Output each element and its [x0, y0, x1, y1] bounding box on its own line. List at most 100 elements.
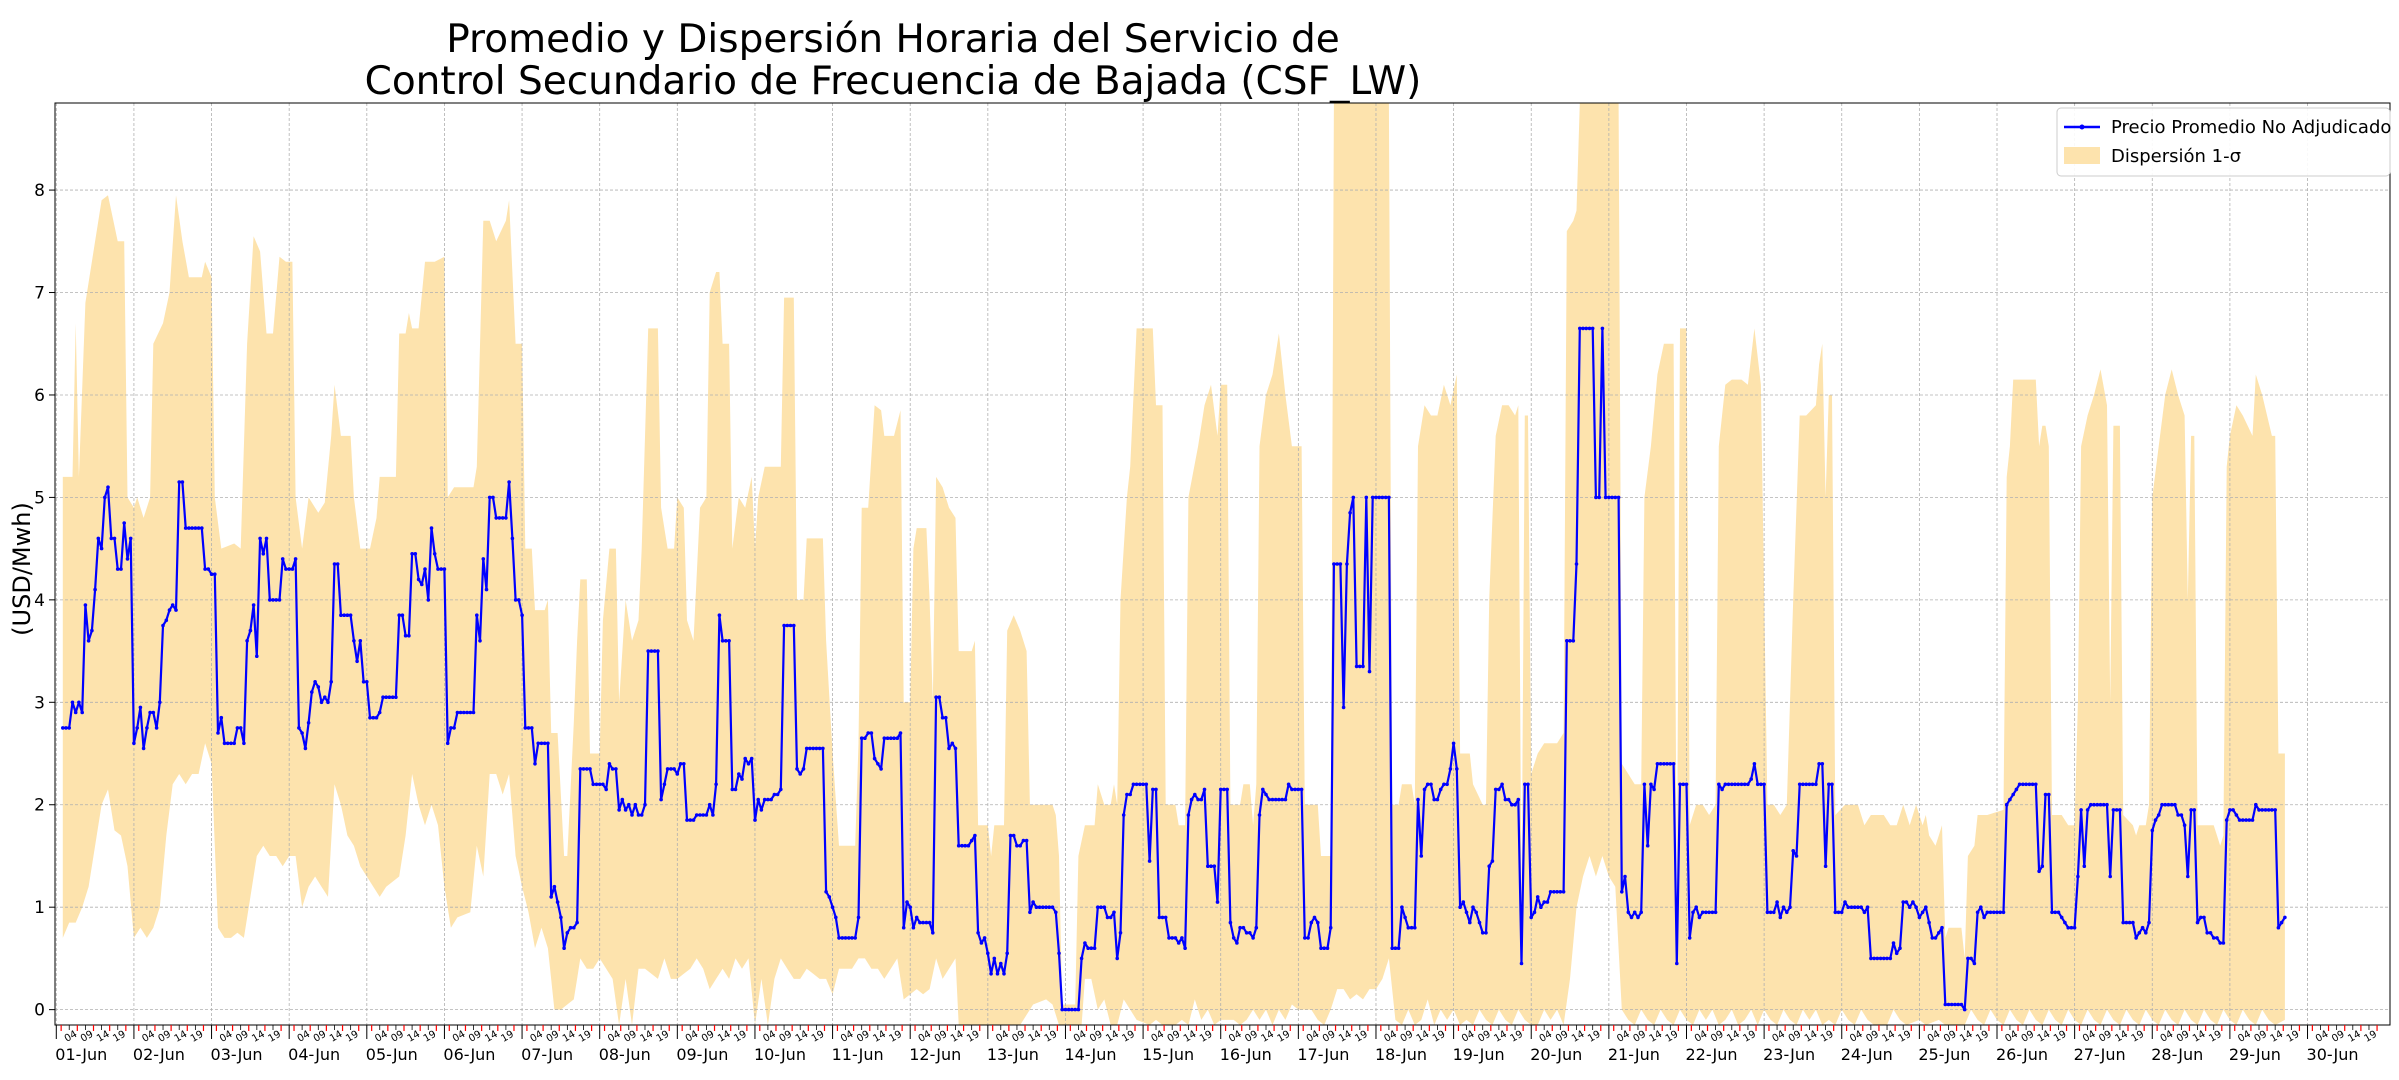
series-point — [847, 936, 851, 940]
series-point — [1752, 762, 1757, 766]
series-point — [863, 736, 867, 740]
series-point — [1894, 951, 1899, 956]
x-tick-label: 01-Jun — [55, 1045, 107, 1064]
series-point — [559, 915, 563, 920]
series-point — [2001, 910, 2006, 915]
legend-box — [2056, 107, 2391, 177]
series-point — [2024, 782, 2028, 787]
series-point — [1490, 859, 1495, 863]
series-point — [497, 516, 502, 520]
series-point — [775, 792, 780, 797]
series-point — [1804, 782, 1808, 787]
series-point — [1432, 797, 1436, 802]
series-point — [1406, 925, 1411, 930]
series-point — [1008, 833, 1013, 838]
series-point — [872, 756, 877, 761]
series-point — [1966, 956, 1970, 961]
series-point — [756, 797, 760, 802]
series-point — [1241, 925, 1246, 930]
series-point — [1425, 782, 1430, 787]
series-point — [277, 598, 282, 602]
series-point — [1846, 905, 1850, 909]
series-point — [1946, 1002, 1951, 1007]
series-point — [1151, 787, 1155, 792]
series-point — [2176, 813, 2180, 817]
series-point — [174, 608, 178, 612]
series-point — [1636, 915, 1640, 920]
series-point — [180, 480, 185, 484]
series-point — [711, 813, 715, 817]
series-point — [1131, 782, 1136, 787]
series-point — [1772, 910, 1776, 915]
series-point — [345, 613, 350, 617]
series-point — [268, 598, 272, 602]
series-point — [258, 536, 262, 541]
series-point — [740, 777, 744, 781]
series-point — [1992, 910, 1996, 915]
series-point — [284, 567, 288, 571]
series-point — [513, 598, 518, 602]
series-point — [853, 936, 857, 940]
series-point — [287, 567, 292, 571]
series-point — [669, 767, 673, 771]
series-point — [1843, 900, 1847, 904]
series-point — [1949, 1002, 1954, 1007]
series-point — [1788, 905, 1792, 909]
series-point — [1539, 905, 1543, 909]
series-point — [1759, 782, 1763, 787]
series-point — [1173, 936, 1178, 940]
series-point — [1199, 797, 1204, 802]
y-axis-ticks: 0 1 2 3 4 5 6 7 8 — [34, 181, 55, 1021]
series-point — [908, 905, 912, 909]
x-tick-label: 09-Jun — [676, 1045, 728, 1064]
series-point — [992, 956, 997, 961]
series-point — [1548, 890, 1553, 894]
series-point — [368, 715, 372, 720]
y-tick-label: 5 — [34, 488, 45, 508]
series-point — [1581, 326, 1585, 331]
chart-title-line-2: Control Secundario de Frecuencia de Baja… — [365, 59, 1422, 104]
series-point — [1736, 782, 1740, 787]
x-tick-label: 12-Jun — [909, 1045, 961, 1064]
series-point — [1956, 1002, 1960, 1007]
series-point — [245, 639, 249, 643]
series-point — [1671, 762, 1676, 766]
series-point — [552, 884, 557, 889]
series-point — [1108, 915, 1113, 920]
series-point — [1041, 905, 1045, 909]
series-point — [1687, 936, 1692, 940]
series-point — [1565, 639, 1569, 643]
series-point — [682, 762, 686, 766]
series-point — [1047, 905, 1052, 909]
series-point — [572, 925, 576, 930]
series-point — [2266, 808, 2271, 812]
series-point — [737, 772, 741, 776]
series-point — [588, 767, 592, 771]
series-point — [1723, 782, 1728, 787]
series-point — [999, 961, 1003, 966]
series-point — [290, 567, 295, 571]
series-point — [203, 567, 207, 571]
series-point — [1138, 782, 1142, 787]
series-point — [1303, 936, 1307, 940]
series-point — [128, 536, 133, 541]
series-point — [1516, 797, 1521, 802]
series-point — [1620, 890, 1624, 894]
series-point — [216, 731, 220, 735]
series-point — [581, 767, 586, 771]
series-point — [381, 695, 385, 699]
series-point — [1134, 782, 1139, 787]
series-point — [1419, 854, 1424, 858]
series-point — [83, 603, 88, 607]
series-point — [61, 726, 65, 730]
series-point — [274, 598, 279, 602]
series-point — [138, 705, 143, 710]
series-point — [759, 808, 764, 812]
series-point — [1024, 838, 1029, 843]
series-point — [1613, 495, 1618, 500]
series-point — [2247, 818, 2252, 822]
series-point — [1176, 941, 1181, 945]
series-point — [1662, 762, 1666, 766]
series-point — [2053, 910, 2057, 915]
x-tick-label: 03-Jun — [211, 1045, 263, 1064]
